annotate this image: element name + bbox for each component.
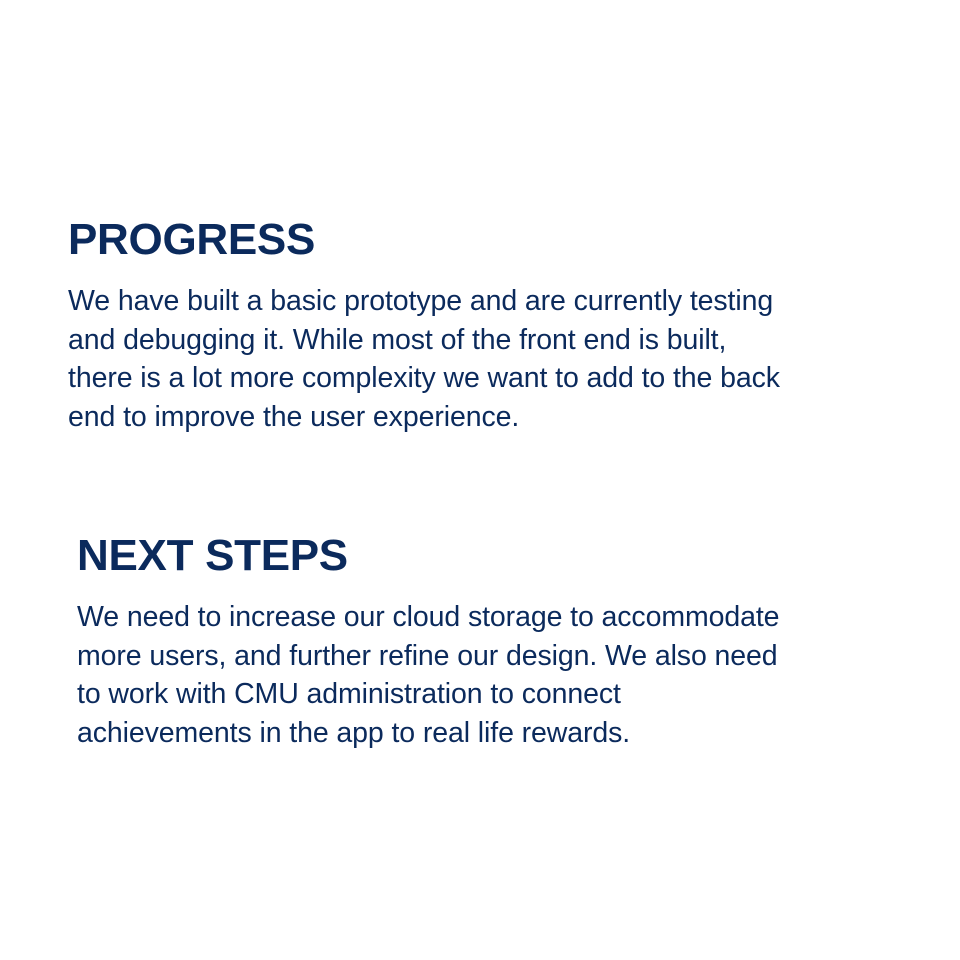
next-steps-line: to work with CMU administration to conne… <box>77 678 621 710</box>
next-steps-heading: NEXT STEPS <box>77 531 348 580</box>
next-steps-paragraph: We need to increase our cloud storage to… <box>77 598 937 752</box>
progress-heading: PROGRESS <box>68 215 315 264</box>
progress-line: We have built a basic prototype and are … <box>68 285 774 317</box>
next-steps-line: more users, and further refine our desig… <box>77 639 778 672</box>
next-steps-section: NEXT STEPS We need to increase our cloud… <box>77 530 937 752</box>
progress-line: end to improve the user experience. <box>68 400 520 433</box>
progress-line: there is a lot more complexity we want t… <box>68 362 780 394</box>
next-steps-line: achievements in the app to real life rew… <box>77 716 631 749</box>
progress-paragraph: We have built a basic prototype and are … <box>68 282 928 436</box>
progress-line: and debugging it. While most of the fron… <box>68 323 727 356</box>
next-steps-line: We need to increase our cloud storage to… <box>77 601 780 633</box>
progress-section: PROGRESS We have built a basic prototype… <box>68 214 928 436</box>
